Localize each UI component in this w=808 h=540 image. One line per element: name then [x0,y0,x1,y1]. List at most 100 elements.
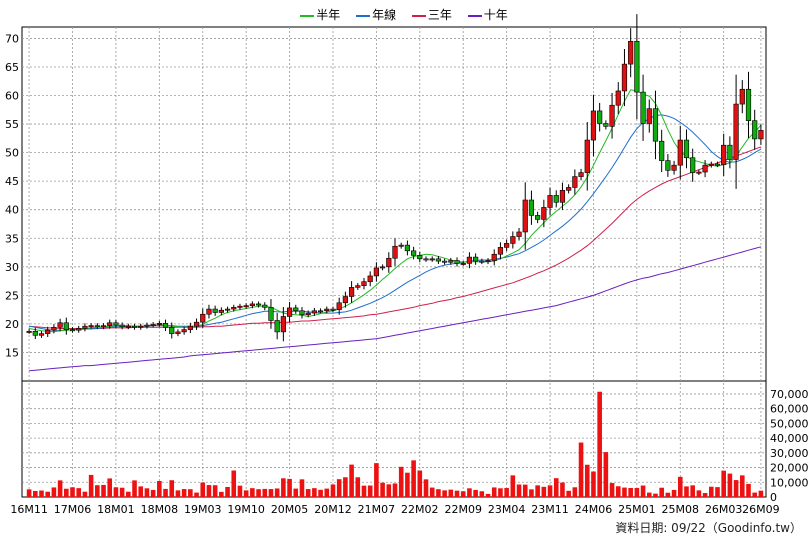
volume-tick-label: 10,000 [770,476,808,489]
volume-bar [219,491,224,497]
candle-body [175,331,181,334]
candle-body [535,215,541,220]
candle-body [652,108,659,142]
candle-body [417,255,423,260]
volume-bar [95,485,100,497]
volume-bar [57,480,63,497]
volume-bar [181,489,187,497]
volume-bar [405,472,410,497]
legend-item-three-year: 三年 [411,8,452,22]
candle-body [138,325,144,328]
candle-body [671,164,677,171]
volume-bar [603,452,609,497]
candle-body [305,312,311,316]
candle-body [491,253,497,261]
volume-bar [150,489,156,497]
volume-bar [305,489,311,497]
volume-bar [101,484,106,497]
volume-bar [516,484,522,497]
volume-bar [374,463,379,497]
candle-body [150,324,156,326]
candle-body [361,281,367,286]
time-tick-label: 19M10 [227,503,265,516]
time-tick-label: 17M06 [54,503,92,516]
candle-body [442,260,448,263]
volume-bar [727,473,733,497]
volume-bar [144,488,150,497]
volume-bar [609,483,615,497]
candle-body [125,325,131,328]
candle-body [386,257,392,268]
volume-bar [138,486,144,497]
volume-bar [64,488,69,497]
volume-bar [163,488,168,497]
candle-body [32,331,38,336]
volume-bar [560,482,565,497]
candle-body [336,302,342,310]
candle-body [603,123,609,127]
price-tick-label: 15 [5,346,19,359]
candle-body [280,316,286,333]
volume-bar [584,464,590,497]
candle-body [237,305,243,308]
volume-bar [82,491,88,497]
volume-bar [485,493,491,497]
candle-body [733,103,739,160]
candle-body [634,40,640,93]
candle-body [218,309,224,313]
candle-body [373,267,379,277]
candle-body [231,307,237,310]
candle-body [392,245,398,259]
candle-body [572,176,578,188]
candle-body [752,120,758,140]
candle-body [51,327,57,331]
volume-bar [237,485,243,497]
candle-body [224,308,231,311]
time-tick-label: 21M07 [358,503,396,516]
price-tick-label: 60 [5,90,19,103]
candle-body [745,88,752,121]
volume-bar [417,470,423,497]
time-tick-label: 20M05 [271,503,309,516]
volume-bar [169,480,175,497]
candle-body [355,285,361,288]
volume-bar [467,488,472,497]
volume-bar [510,475,516,497]
candle-body [45,329,51,334]
volume-bar [318,489,323,497]
volume-bar [473,489,478,497]
volume-bar [653,493,658,497]
candle-body [379,266,386,269]
candle-body [547,195,553,208]
volume-bar [708,486,714,497]
price-tick-label: 70 [5,32,19,45]
time-tick-label: 19M03 [184,503,222,516]
candle-body [69,329,76,332]
candle-body [317,310,324,313]
volume-bar [411,460,416,497]
data-date-footer: 資料日期: 09/22（Goodinfo.tw） [615,521,802,535]
candle-body [169,327,175,334]
candle-body [181,329,187,333]
volume-bar [355,477,361,497]
volume-bar [88,474,94,497]
time-tick-label: 22M02 [401,503,439,516]
candle-body [286,307,293,317]
candle-body [262,304,268,308]
candle-body [411,250,417,256]
candle-body [206,308,212,315]
volume-bar [566,490,571,497]
time-tick-label: 20M12 [314,503,352,516]
time-tick-label: 18M01 [97,503,135,516]
candle-body [299,310,305,316]
volume-bar [76,488,82,497]
price-tick-label: 55 [5,118,19,131]
candle-body [367,275,373,282]
candle-body [553,195,559,203]
price-tick-label: 20 [5,318,19,331]
time-tick-label: 23M11 [531,503,569,516]
candle-body [504,243,510,248]
volume-bar [206,485,212,497]
volume-bar [200,482,206,497]
candle-body [448,260,454,263]
